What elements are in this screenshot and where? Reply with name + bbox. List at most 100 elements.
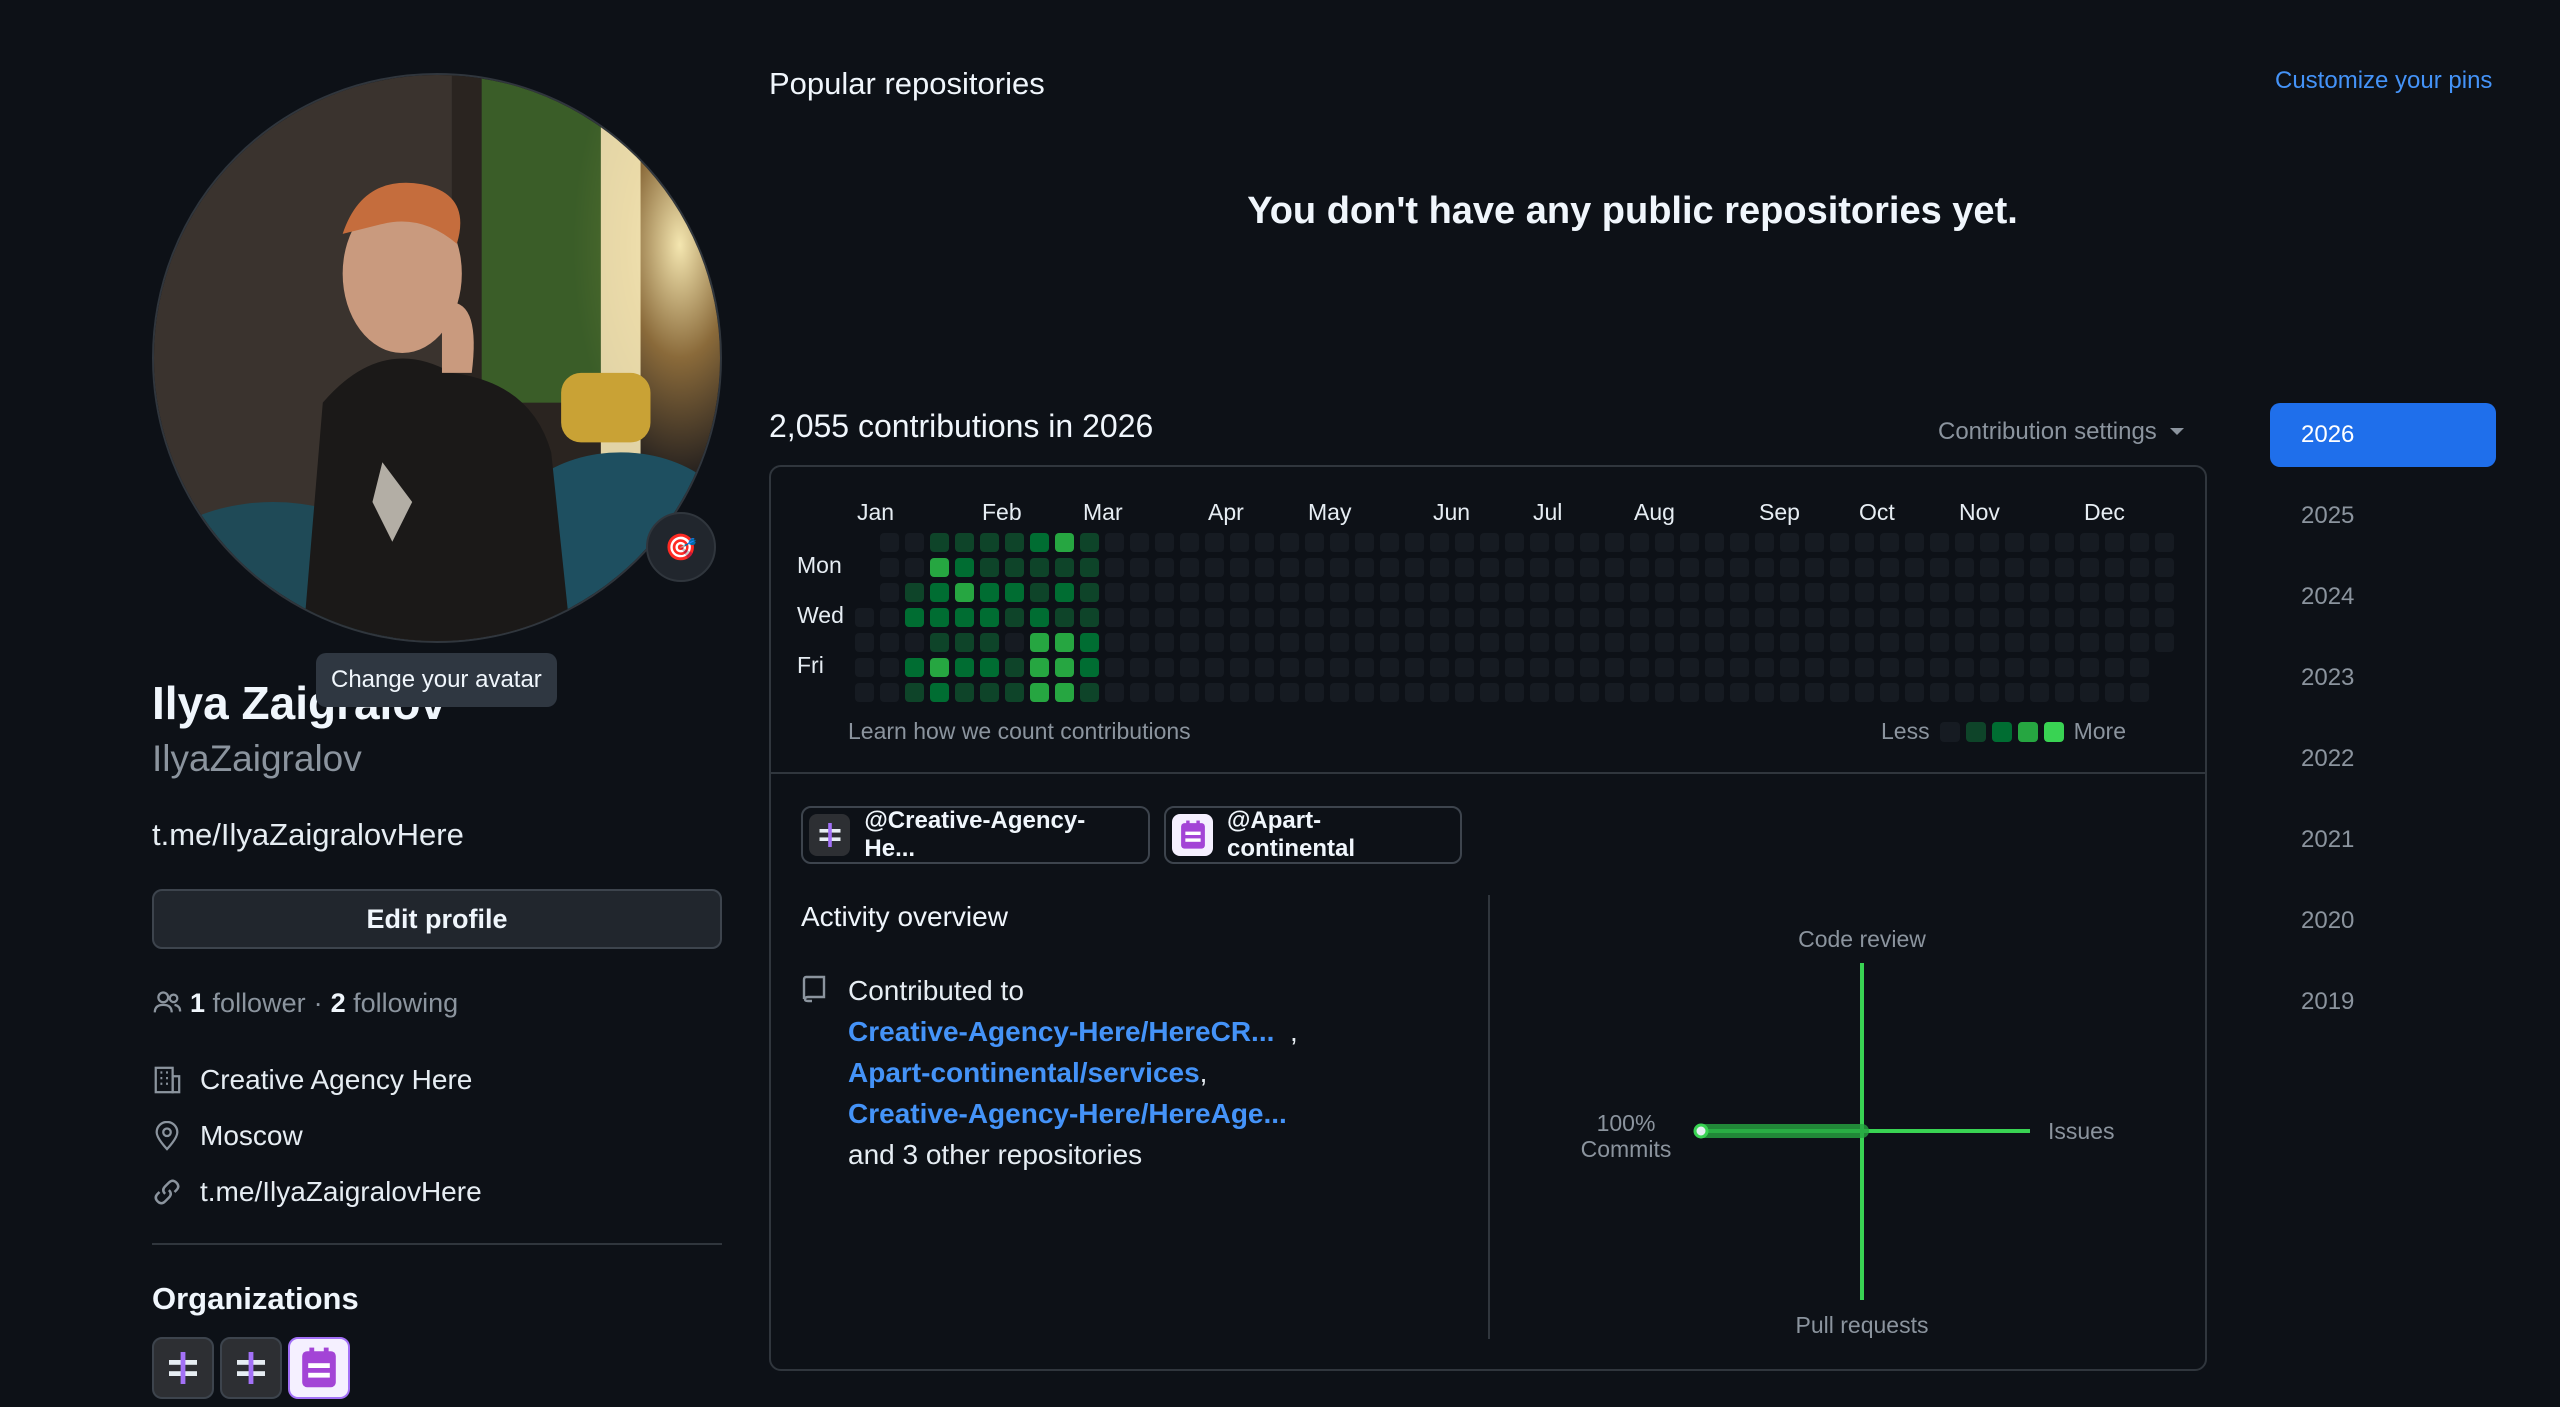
contribution-day-cell[interactable]	[1130, 533, 1149, 552]
contribution-day-cell[interactable]	[880, 558, 899, 577]
contribution-day-cell[interactable]	[1655, 633, 1674, 652]
contribution-day-cell[interactable]	[1380, 683, 1399, 702]
contribution-day-cell[interactable]	[1980, 558, 1999, 577]
contribution-day-cell[interactable]	[955, 683, 974, 702]
contribution-day-cell[interactable]	[1280, 583, 1299, 602]
contribution-day-cell[interactable]	[955, 608, 974, 627]
contribution-day-cell[interactable]	[1005, 608, 1024, 627]
contribution-day-cell[interactable]	[1755, 683, 1774, 702]
contribution-day-cell[interactable]	[1105, 608, 1124, 627]
contribution-day-cell[interactable]	[2055, 608, 2074, 627]
contribution-day-cell[interactable]	[1630, 608, 1649, 627]
contribution-day-cell[interactable]	[1855, 608, 1874, 627]
contribution-day-cell[interactable]	[1155, 658, 1174, 677]
contribution-day-cell[interactable]	[1430, 583, 1449, 602]
contribution-day-cell[interactable]	[1580, 608, 1599, 627]
contribution-day-cell[interactable]	[1605, 683, 1624, 702]
customize-pins-link[interactable]: Customize your pins	[2275, 67, 2493, 94]
contribution-day-cell[interactable]	[1455, 608, 1474, 627]
contribution-day-cell[interactable]	[1755, 608, 1774, 627]
year-item[interactable]: 2026	[2270, 403, 2496, 467]
contribution-day-cell[interactable]	[1805, 558, 1824, 577]
contribution-day-cell[interactable]	[1030, 533, 1049, 552]
contribution-day-cell[interactable]	[1480, 658, 1499, 677]
contribution-day-cell[interactable]	[1955, 658, 1974, 677]
contribution-day-cell[interactable]	[1205, 683, 1224, 702]
contribution-day-cell[interactable]	[1605, 558, 1624, 577]
contribution-day-cell[interactable]	[1705, 608, 1724, 627]
contribution-day-cell[interactable]	[2105, 608, 2124, 627]
avatar[interactable]	[152, 73, 722, 643]
contribution-day-cell[interactable]	[1455, 583, 1474, 602]
contribution-day-cell[interactable]	[2130, 608, 2149, 627]
contribution-day-cell[interactable]	[1080, 683, 1099, 702]
learn-contributions-link[interactable]: Learn how we count contributions	[848, 718, 1191, 744]
contribution-day-cell[interactable]	[1030, 558, 1049, 577]
contribution-day-cell[interactable]	[2130, 633, 2149, 652]
contribution-day-cell[interactable]	[1530, 533, 1549, 552]
contribution-day-cell[interactable]	[2055, 633, 2074, 652]
contribution-day-cell[interactable]	[905, 583, 924, 602]
contribution-day-cell[interactable]	[2155, 633, 2174, 652]
contribution-day-cell[interactable]	[1930, 633, 1949, 652]
contribution-day-cell[interactable]	[2005, 583, 2024, 602]
contribution-day-cell[interactable]	[1630, 558, 1649, 577]
contribution-day-cell[interactable]	[1855, 533, 1874, 552]
contribution-day-cell[interactable]	[2030, 558, 2049, 577]
contribution-day-cell[interactable]	[1530, 633, 1549, 652]
contribution-day-cell[interactable]	[1530, 683, 1549, 702]
contribution-day-cell[interactable]	[1805, 683, 1824, 702]
contribution-day-cell[interactable]	[1330, 533, 1349, 552]
contribution-day-cell[interactable]	[1005, 683, 1024, 702]
contribution-day-cell[interactable]	[1005, 633, 1024, 652]
contribution-day-cell[interactable]	[2055, 558, 2074, 577]
contribution-day-cell[interactable]	[930, 558, 949, 577]
contribution-day-cell[interactable]	[2155, 608, 2174, 627]
contribution-day-cell[interactable]	[1755, 583, 1774, 602]
contribution-day-cell[interactable]	[1280, 658, 1299, 677]
contribution-day-cell[interactable]	[1080, 533, 1099, 552]
contribution-day-cell[interactable]	[1105, 558, 1124, 577]
contribution-day-cell[interactable]	[1505, 533, 1524, 552]
contribution-day-cell[interactable]	[1905, 533, 1924, 552]
contribution-day-cell[interactable]	[1655, 533, 1674, 552]
contribution-day-cell[interactable]	[905, 658, 924, 677]
contribution-day-cell[interactable]	[1205, 658, 1224, 677]
contribution-day-cell[interactable]	[980, 608, 999, 627]
contribution-day-cell[interactable]	[2105, 583, 2124, 602]
contribution-day-cell[interactable]	[880, 608, 899, 627]
contribution-day-cell[interactable]	[1255, 583, 1274, 602]
contribution-day-cell[interactable]	[1780, 633, 1799, 652]
contribution-day-cell[interactable]	[1955, 683, 1974, 702]
contribution-day-cell[interactable]	[1905, 658, 1924, 677]
contribution-day-cell[interactable]	[1430, 533, 1449, 552]
contribution-day-cell[interactable]	[1955, 533, 1974, 552]
contribution-day-cell[interactable]	[1355, 558, 1374, 577]
contribution-day-cell[interactable]	[1005, 583, 1024, 602]
contribution-day-cell[interactable]	[880, 533, 899, 552]
contribution-day-cell[interactable]	[1205, 583, 1224, 602]
contribution-day-cell[interactable]	[1380, 608, 1399, 627]
contribution-day-cell[interactable]	[980, 558, 999, 577]
contribution-day-cell[interactable]	[1755, 558, 1774, 577]
contribution-day-cell[interactable]	[1005, 533, 1024, 552]
contribution-day-cell[interactable]	[1155, 558, 1174, 577]
contribution-day-cell[interactable]	[1230, 683, 1249, 702]
contribution-day-cell[interactable]	[2005, 533, 2024, 552]
contribution-day-cell[interactable]	[1180, 583, 1199, 602]
contribution-day-cell[interactable]	[1180, 683, 1199, 702]
contribution-day-cell[interactable]	[1055, 583, 1074, 602]
contribution-day-cell[interactable]	[2155, 533, 2174, 552]
contribution-day-cell[interactable]	[2030, 633, 2049, 652]
org-filter-apart-continental[interactable]: @Apart-continental	[1164, 806, 1462, 864]
contribution-day-cell[interactable]	[1305, 658, 1324, 677]
contribution-day-cell[interactable]	[980, 583, 999, 602]
contribution-day-cell[interactable]	[1230, 533, 1249, 552]
contribution-day-cell[interactable]	[1580, 558, 1599, 577]
contribution-day-cell[interactable]	[1130, 633, 1149, 652]
contribution-day-cell[interactable]	[1280, 558, 1299, 577]
contribution-day-cell[interactable]	[1530, 658, 1549, 677]
contribution-day-cell[interactable]	[980, 658, 999, 677]
contribution-day-cell[interactable]	[1030, 633, 1049, 652]
contribution-day-cell[interactable]	[1880, 683, 1899, 702]
